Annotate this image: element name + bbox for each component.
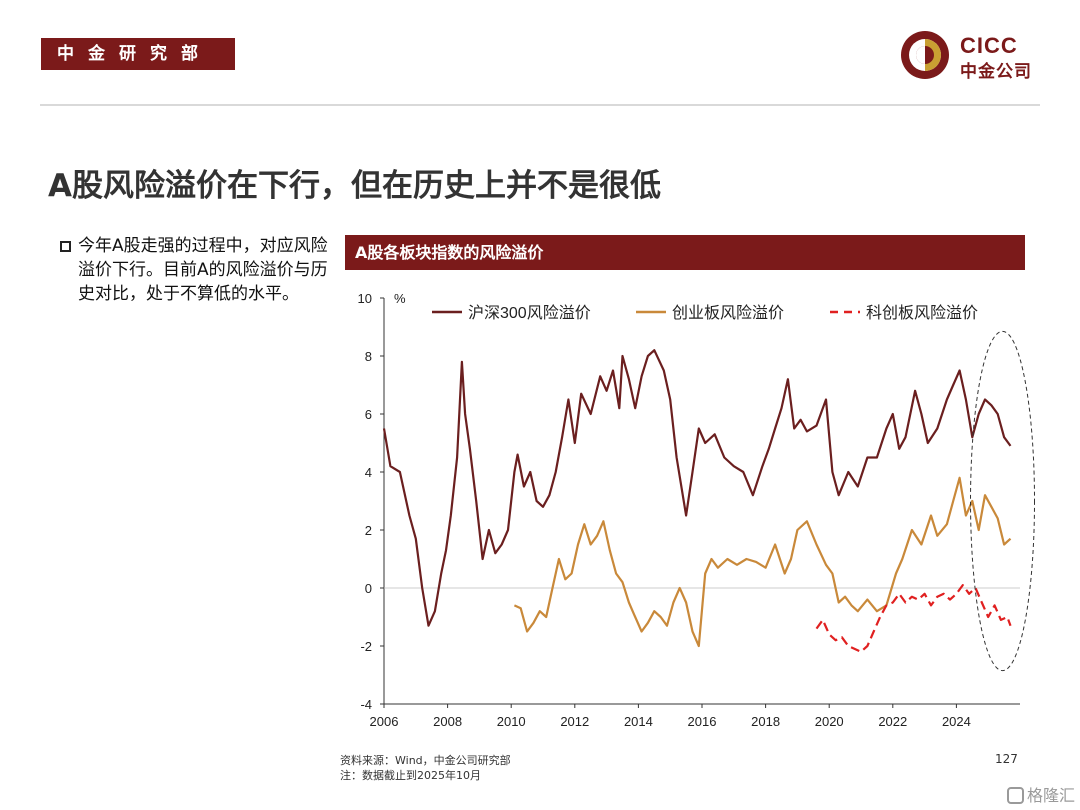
y-tick-label: -2 xyxy=(360,639,372,654)
watermark-icon xyxy=(1007,787,1024,804)
y-tick-label: -4 xyxy=(360,697,372,712)
y-tick-label: 0 xyxy=(365,581,372,596)
x-tick-label: 2008 xyxy=(433,714,462,729)
header-divider xyxy=(40,104,1040,106)
cicc-logo: CICC 中金公司 xyxy=(900,28,1050,84)
y-tick-label: 6 xyxy=(365,407,372,422)
legend-label-0: 沪深300风险溢价 xyxy=(468,304,591,322)
chart-header: A股各板块指数的风险溢价 xyxy=(345,235,1025,270)
x-tick-label: 2020 xyxy=(815,714,844,729)
watermark: 格隆汇 xyxy=(1007,782,1075,806)
x-tick-label: 2022 xyxy=(878,714,907,729)
series-line-1 xyxy=(513,476,1012,648)
y-tick-label: 8 xyxy=(365,349,372,364)
page-number: 127 xyxy=(995,752,1018,766)
x-tick-label: 2012 xyxy=(560,714,589,729)
x-tick-label: 2006 xyxy=(370,714,399,729)
series-line-0 xyxy=(382,349,1012,627)
logo-text-en: CICC xyxy=(960,33,1018,58)
department-tag: 中金研究部 xyxy=(41,38,235,70)
highlight-ellipse xyxy=(970,330,1036,672)
bullet-text: 今年A股走强的过程中，对应风险溢价下行。目前A的风险溢价与历史对比，处于不算低的… xyxy=(78,236,328,304)
x-tick-label: 2016 xyxy=(688,714,717,729)
legend-label-1: 创业板风险溢价 xyxy=(672,304,784,322)
source-note: 资料来源：Wind，中金公司研究部 xyxy=(340,754,511,767)
logo-text-cn: 中金公司 xyxy=(960,62,1032,82)
date-note: 注：数据截止到2025年10月 xyxy=(340,769,481,782)
cicc-logo-icon xyxy=(901,31,949,79)
x-tick-label: 2010 xyxy=(497,714,526,729)
bullet-square-icon xyxy=(60,241,71,252)
x-tick-label: 2014 xyxy=(624,714,653,729)
series-line-2 xyxy=(815,584,1012,653)
watermark-text: 格隆汇 xyxy=(1027,786,1076,805)
slide-title: A股风险溢价在下行，但在历史上并不是很低 xyxy=(48,168,661,204)
y-tick-label: 2 xyxy=(365,523,372,538)
y-tick-label: 4 xyxy=(365,465,372,480)
x-tick-label: 2024 xyxy=(942,714,971,729)
y-axis-unit: % xyxy=(394,291,406,306)
risk-premium-chart: -4 -2 0 2 4 6 8 10 % 2006 2008 2010 2012 2014 2016 2018… xyxy=(358,291,1036,729)
x-tick-label: 2018 xyxy=(751,714,780,729)
y-tick-label: 10 xyxy=(358,291,372,306)
legend-label-2: 科创板风险溢价 xyxy=(866,304,978,322)
